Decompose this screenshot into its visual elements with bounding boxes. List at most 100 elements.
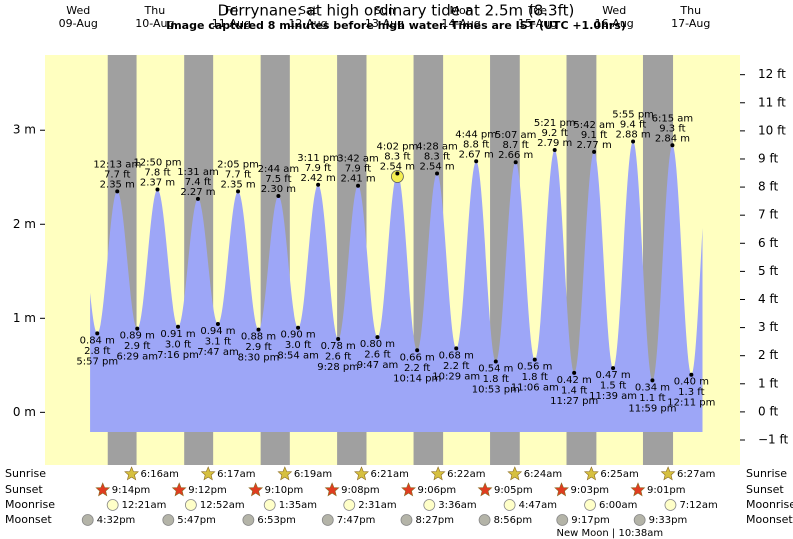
sunset-icon [477, 482, 493, 497]
tide-label: 2.88 m [615, 130, 650, 141]
tide-point [155, 187, 160, 192]
tide-point [532, 357, 537, 362]
tide-point [256, 327, 261, 332]
tide-label: 9:28 pm [317, 362, 359, 373]
tide-label: 3.0 ft [285, 340, 311, 351]
moonset-time: 5:47pm [177, 515, 216, 526]
tide-label: 2.42 m [301, 173, 336, 184]
tide-label: 2.77 m [577, 140, 612, 151]
sunrise-icon [200, 466, 216, 481]
sunset-time: 9:03pm [571, 485, 610, 496]
y-tick-label: 3 m [13, 123, 36, 137]
tide-label: 3:11 pm [297, 153, 339, 164]
tide-point [95, 331, 100, 336]
tide-label: 10:53 pm [472, 385, 520, 396]
day-weekday: Thu [679, 4, 701, 17]
tide-label: 11:39 am [589, 391, 637, 402]
tide-point [650, 378, 655, 383]
tide-label: 8.3 ft [424, 151, 450, 162]
y2-tick-label: 9 ft [758, 151, 778, 165]
day-date: 16-Aug [595, 17, 634, 30]
day-weekday: Sun [374, 4, 395, 17]
tide-label: 8.3 ft [384, 151, 410, 162]
sunset-icon [630, 482, 646, 497]
tide-point [375, 335, 380, 340]
moonset-icon [478, 514, 491, 526]
tide-point [435, 171, 440, 176]
plot-area [45, 55, 740, 465]
day-weekday: Fri [225, 4, 238, 17]
tide-label: 2:44 am [258, 164, 300, 175]
tide-point [215, 321, 220, 326]
tide-point [296, 325, 301, 330]
moonrise-time: 7:12am [679, 500, 717, 511]
tide-point [552, 147, 557, 152]
tide-label: 7.7 ft [104, 169, 130, 180]
y2-tick-label: 12 ft [758, 67, 786, 81]
row-label: Sunset [746, 483, 784, 496]
moonset-time: 6:53pm [257, 515, 296, 526]
moonrise-time: 4:47am [519, 500, 557, 511]
tide-point [689, 372, 694, 377]
row-label: Sunset [5, 483, 43, 496]
tide-label: 3:42 am [337, 154, 379, 165]
sunrise-time: 6:16am [141, 469, 179, 480]
day-date: 12-Aug [288, 17, 327, 30]
sunset-icon [171, 482, 187, 497]
tide-label: 2.35 m [220, 179, 255, 190]
tide-label: 3.0 ft [165, 339, 191, 350]
moonset-time: 9:17pm [571, 515, 610, 526]
tide-label: 4:02 pm [377, 141, 419, 152]
day-date: 17-Aug [671, 17, 710, 30]
moonrise-icon [343, 499, 356, 511]
sunrise-time: 6:22am [447, 469, 485, 480]
row-label: Sunrise [5, 467, 46, 480]
tide-label: 2.8 ft [84, 346, 110, 357]
tide-label: 3.1 ft [205, 336, 231, 347]
tide-label: 0.91 m [160, 329, 195, 340]
tide-label: 7.4 ft [185, 177, 211, 188]
y2-tick-label: 3 ft [758, 320, 778, 334]
tide-point [454, 346, 459, 351]
sunset-time: 9:10pm [265, 485, 304, 496]
tide-label: 0.90 m [280, 330, 315, 341]
moonrise-icon [584, 499, 596, 511]
moonset-icon [633, 514, 646, 526]
moonrise-time: 2:31am [358, 500, 396, 511]
tide-point [611, 366, 616, 371]
tide-label: 2.6 ft [364, 350, 390, 361]
tide-label: 1.5 ft [600, 381, 626, 392]
tide-point [115, 189, 120, 194]
tide-point [474, 159, 479, 164]
tide-label: 2.67 m [459, 149, 494, 160]
moonset-icon [321, 514, 334, 526]
tide-label: 1.8 ft [522, 372, 548, 383]
tide-label: 2.54 m [419, 161, 454, 172]
tide-label: 5:42 am [573, 120, 615, 131]
tide-label: 0.56 m [517, 362, 552, 373]
day-date: 14-Aug [441, 17, 480, 30]
tide-label: 2.54 m [380, 161, 415, 172]
tide-label: 12:50 pm [133, 157, 181, 168]
moonset-icon [242, 514, 255, 526]
moonrise-time: 12:21am [122, 500, 167, 511]
tide-label: 5:55 pm [612, 110, 654, 121]
moonrise-time: 12:52am [200, 500, 245, 511]
tide-label: 6:29 am [116, 352, 158, 363]
y-tick-label: 0 m [13, 405, 36, 419]
sunrise-icon [354, 466, 369, 481]
tide-label: 7.9 ft [345, 164, 371, 175]
moonrise-time: 6:00am [599, 500, 637, 511]
moonset-icon [162, 514, 175, 526]
tide-label: 9:47 am [357, 360, 399, 371]
tide-label: 10:14 pm [393, 373, 441, 384]
current-marker [390, 170, 404, 183]
tide-label: 0.88 m [241, 332, 276, 343]
tide-point [670, 143, 675, 148]
y2-tick-label: 6 ft [758, 236, 778, 250]
y2-tick-label: 8 ft [758, 180, 778, 194]
tide-label: 2.9 ft [245, 342, 271, 353]
chart-title: Derrynane: at high ordinary tide at 2.5m… [218, 2, 575, 20]
tide-label: 2.2 ft [443, 361, 469, 372]
